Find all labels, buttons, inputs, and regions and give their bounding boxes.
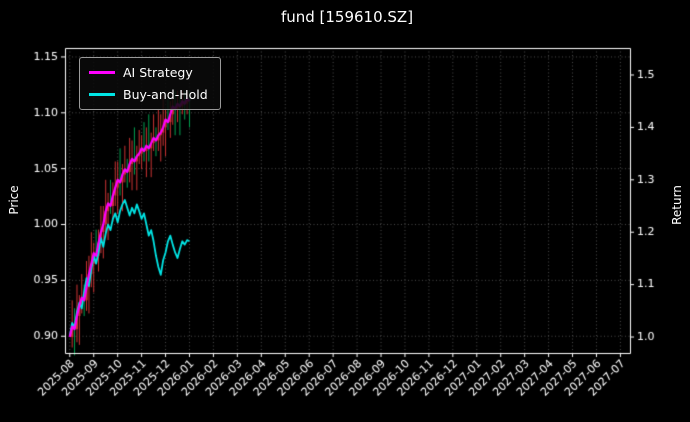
legend-label: AI Strategy (123, 65, 193, 80)
left-axis-label: Price (7, 185, 21, 215)
legend: AI Strategy Buy-and-Hold (79, 57, 221, 110)
buy-and-hold-line-swatch (89, 93, 115, 96)
right-axis-label: Return (670, 185, 684, 225)
chart-title: fund [159610.SZ] (280, 8, 414, 26)
legend-item-buy-and-hold: Buy-and-Hold (89, 87, 208, 102)
legend-item-ai-strategy: AI Strategy (89, 65, 208, 80)
legend-label: Buy-and-Hold (123, 87, 208, 102)
ai-strategy-line-swatch (89, 71, 115, 74)
